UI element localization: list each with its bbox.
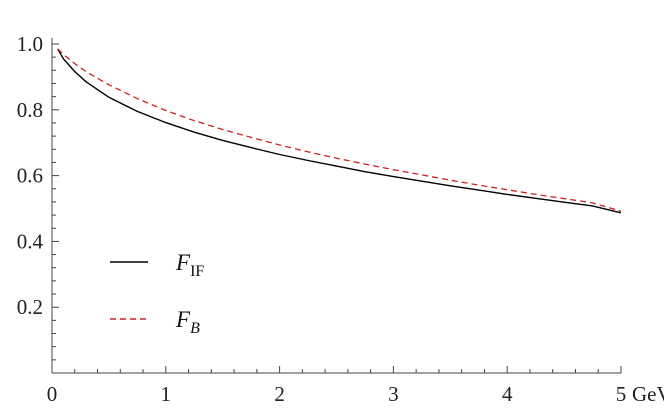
y-tick-label: 0.8 (17, 98, 43, 122)
legend-label-main: F (175, 250, 191, 275)
x-tick-label: 5 (616, 382, 627, 406)
x-tick-label: 1 (161, 382, 172, 406)
series-line-0 (57, 48, 622, 214)
x-axis-unit-label: GeV2 (632, 380, 664, 406)
axes (51, 38, 621, 374)
ticks (51, 43, 622, 373)
legend-label-subscript: IF (190, 263, 204, 280)
y-tick-label: 0.2 (17, 295, 43, 319)
legend-label-subscript: B (190, 320, 200, 337)
y-tick-label: 0.6 (17, 164, 43, 188)
series-lines (57, 48, 622, 214)
legend-label-1: FB (175, 307, 200, 337)
series-line-1 (57, 48, 622, 212)
legend-label-main: F (175, 307, 191, 332)
x-tick-label: 4 (502, 382, 513, 406)
y-tick-label: 1.0 (17, 32, 43, 56)
x-tick-label: 2 (274, 382, 285, 406)
legend-label-0: FIF (175, 250, 204, 280)
x-axis-unit-text: GeV (632, 382, 664, 406)
x-tick-label: 3 (388, 382, 399, 406)
tick-labels: 0 1 2 3 4 5 0.2 0.4 0.6 0.8 1.0 (17, 32, 627, 406)
x-tick-label: 0 (47, 382, 58, 406)
y-tick-label: 0.4 (17, 229, 44, 253)
